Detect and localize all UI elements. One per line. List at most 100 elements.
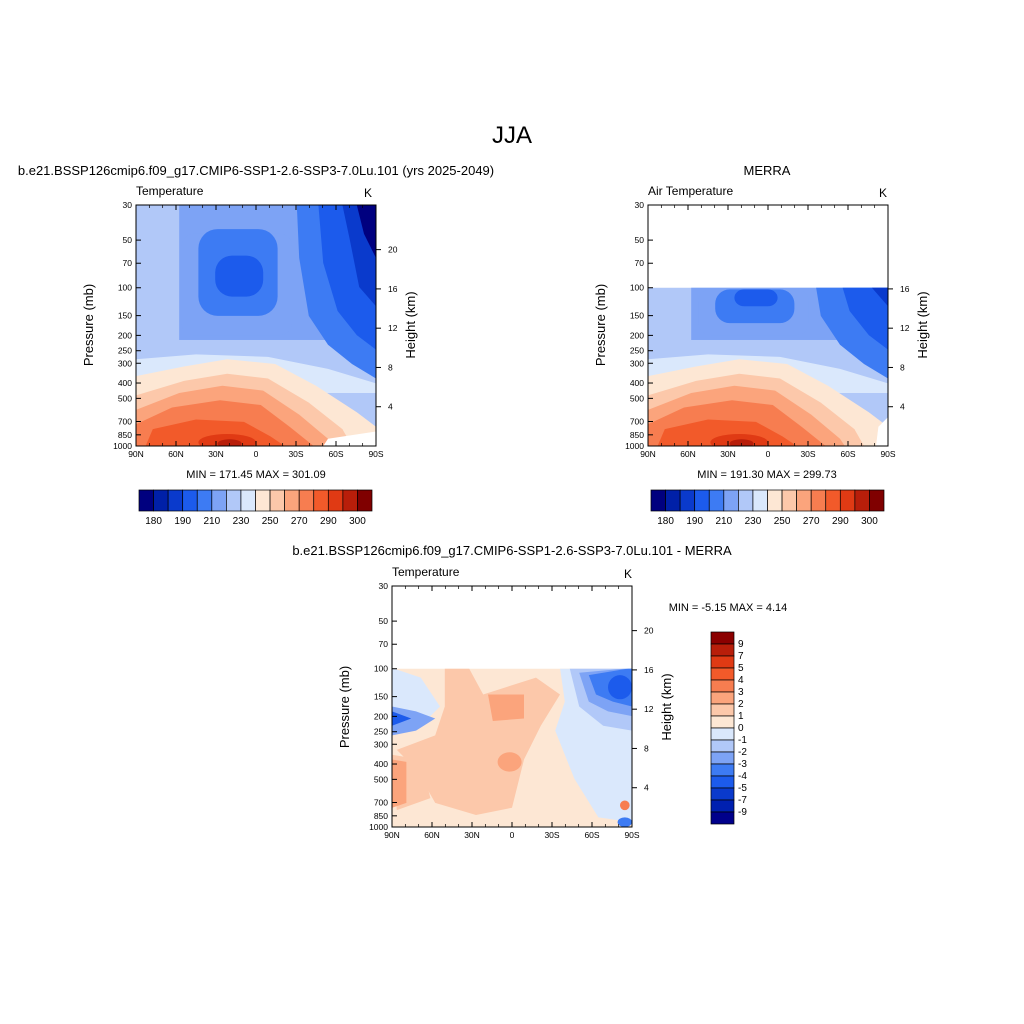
y2-tick-label: 4	[644, 783, 649, 793]
colorbar-swatch	[710, 799, 735, 813]
x-tick-label: 90S	[880, 449, 895, 459]
colorbar-label: 250	[262, 516, 279, 527]
contour-band	[392, 706, 436, 736]
panel-model-axes: 90N 60N 30N 0 30S 60S 90S 30 50 70 100 150 200 250 300…	[113, 200, 398, 459]
page-title: JJA	[492, 122, 532, 149]
colorbar-swatch	[665, 489, 681, 512]
y2-tick-label: 20	[644, 626, 654, 636]
contour-band	[356, 205, 376, 259]
colorbar-label: 300	[861, 516, 878, 527]
y-tick-label: 1000	[625, 441, 644, 451]
x-tick-label: 30N	[464, 830, 480, 840]
x-tick-label: 60S	[584, 830, 599, 840]
y-tick-label: 30	[635, 200, 645, 210]
y2-tick-label: 20	[388, 245, 398, 255]
contour-band	[215, 255, 264, 297]
colorbar-swatch	[211, 489, 227, 512]
panel-diff: b.e21.BSSP126cmip6.f09_g17.CMIP6-SSP1-2.…	[292, 543, 787, 840]
panel-model-stats: MIN = 171.45 MAX = 301.09	[186, 469, 325, 481]
x-tick-label: 30S	[800, 449, 815, 459]
y-tick-label: 400	[374, 759, 388, 769]
colorbar-swatch	[182, 489, 198, 512]
panel-model-ylabel: Pressure (mb)	[81, 284, 96, 366]
y-tick-label: 700	[118, 416, 132, 426]
x-tick-label: 30S	[288, 449, 303, 459]
x-tick-label: 90N	[128, 449, 144, 459]
panel-model-left-label: Temperature	[136, 184, 204, 198]
colorbar-label: -9	[738, 807, 747, 818]
colorbar-label: 270	[291, 516, 308, 527]
colorbar-swatch	[167, 489, 184, 512]
colorbar-label: 1	[738, 711, 744, 722]
x-tick-label: 30S	[544, 830, 559, 840]
contour-band	[608, 675, 632, 700]
colorbar-swatch	[869, 489, 885, 512]
colorbar-label: 5	[738, 663, 744, 674]
y-tick-label: 700	[630, 416, 644, 426]
colorbar-swatch	[839, 489, 856, 512]
colorbar-label: -1	[738, 735, 747, 746]
colorbar-label: 250	[774, 516, 791, 527]
colorbar-label: 9	[738, 639, 744, 650]
y-tick-label: 30	[123, 200, 133, 210]
contour-band	[734, 289, 778, 307]
contour-band	[620, 800, 630, 811]
colorbar-swatch	[327, 489, 344, 512]
panel-merra-stats: MIN = 191.30 MAX = 299.73	[697, 469, 836, 481]
colorbar-label: -3	[738, 759, 747, 770]
panel-diff-title: b.e21.BSSP126cmip6.f09_g17.CMIP6-SSP1-2.…	[292, 543, 732, 558]
colorbar-label: 270	[803, 516, 820, 527]
colorbar-label: 210	[203, 516, 220, 527]
y-tick-label: 850	[630, 430, 644, 440]
panel-diff-stats: MIN = -5.15 MAX = 4.14	[669, 602, 788, 614]
colorbar-label: -5	[738, 783, 747, 794]
panel-model-units: K	[364, 186, 372, 200]
y-tick-label: 200	[630, 330, 644, 340]
panel-model-y2label: Height (km)	[403, 291, 418, 358]
x-tick-label: 60S	[840, 449, 855, 459]
colorbar-swatch	[710, 775, 735, 789]
panel-merra-units: K	[879, 186, 887, 200]
y-tick-label: 150	[374, 692, 388, 702]
panel-merra-axes: 90N 60N 30N 0 30S 60S 90S 30 50 70 100 150 200 250 300…	[625, 200, 910, 459]
x-tick-label: 0	[766, 449, 771, 459]
y2-tick-label: 12	[900, 323, 910, 333]
panel-model: b.e21.BSSP126cmip6.f09_g17.CMIP6-SSP1-2.…	[18, 163, 494, 527]
colorbar-swatch	[781, 489, 797, 512]
y2-tick-label: 4	[388, 402, 393, 412]
colorbar-swatch	[810, 489, 827, 512]
panel-diff-axes: 90N 60N 30N 0 30S 60S 90S 30 50 70 100 150 200 250 300…	[369, 581, 654, 840]
y2-tick-label: 8	[900, 362, 905, 372]
colorbar-swatch	[269, 489, 285, 512]
y-tick-label: 500	[118, 393, 132, 403]
colorbar-swatch	[710, 643, 735, 657]
colorbar-swatch	[710, 655, 735, 669]
colorbar-swatch	[738, 489, 754, 512]
colorbar-label: 210	[715, 516, 732, 527]
colorbar-swatch	[153, 489, 169, 512]
colorbar-swatch	[752, 489, 768, 512]
panel-merra-left-label: Air Temperature	[648, 184, 733, 198]
x-tick-label: 0	[254, 449, 259, 459]
panel-merra-y2label: Height (km)	[915, 291, 930, 358]
colorbar-label: 290	[832, 516, 849, 527]
colorbar-label: -2	[738, 747, 747, 758]
colorbar-swatch	[710, 631, 735, 645]
y-tick-label: 50	[123, 235, 133, 245]
colorbar-swatch	[710, 727, 735, 741]
contour-band	[871, 287, 888, 307]
panel-diff-y2label: Height (km)	[659, 673, 674, 740]
x-tick-label: 90S	[368, 449, 383, 459]
colorbar-swatch	[357, 489, 373, 512]
colorbar-swatch	[710, 751, 735, 765]
colorbar-swatch	[710, 715, 735, 729]
colorbar-label: 4	[738, 675, 744, 686]
colorbar-label: 180	[657, 516, 674, 527]
colorbar-swatch	[710, 703, 735, 717]
colorbar-label: 3	[738, 687, 744, 698]
y-tick-label: 850	[118, 430, 132, 440]
colorbar-swatch	[710, 763, 735, 777]
x-tick-label: 60N	[680, 449, 696, 459]
